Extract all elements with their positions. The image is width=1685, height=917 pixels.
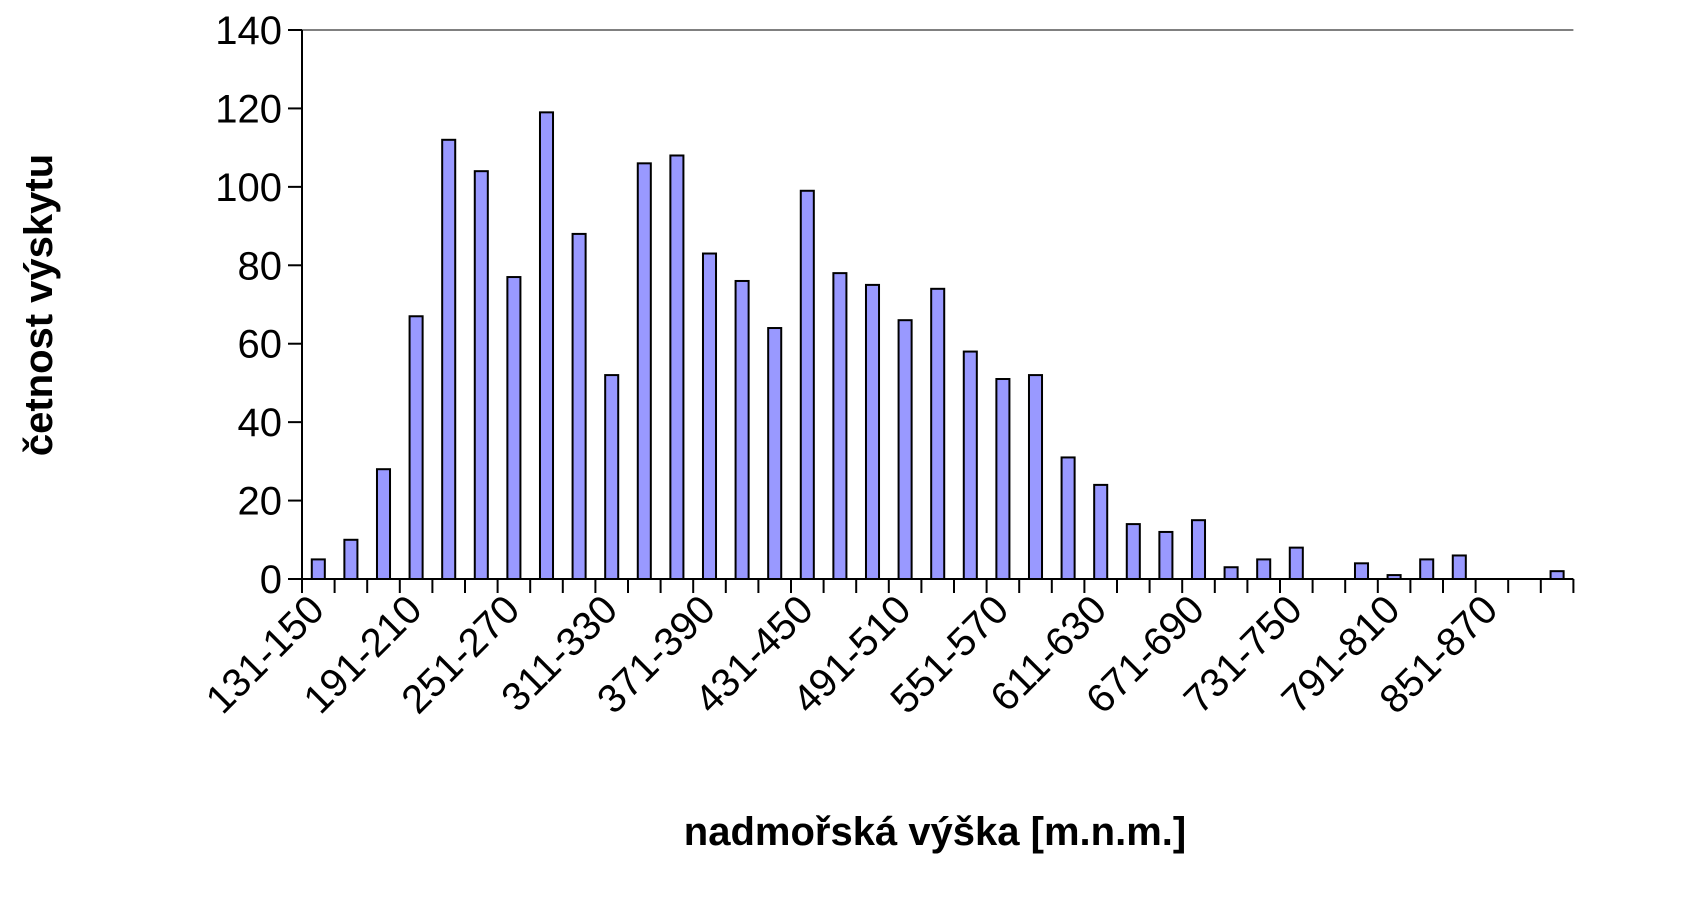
bar (669, 154, 685, 580)
bar (636, 162, 652, 580)
bar (310, 558, 326, 581)
y-tick-label: 140 (215, 9, 282, 53)
y-tick-label: 40 (238, 401, 283, 445)
bar (962, 350, 978, 580)
y-tick-label: 80 (238, 244, 283, 288)
bar (473, 170, 489, 581)
bar (930, 287, 946, 580)
bar (441, 138, 457, 581)
bar (701, 252, 718, 580)
bar (897, 319, 913, 580)
y-tick-label: 60 (238, 323, 283, 367)
bar (995, 378, 1011, 580)
bar (1190, 519, 1207, 581)
bar (506, 276, 522, 580)
bar (571, 232, 587, 581)
bar (1223, 566, 1239, 581)
bar (734, 279, 750, 580)
bar (1419, 558, 1435, 581)
y-tick-label: 120 (215, 87, 282, 131)
bar (1060, 456, 1076, 580)
y-tick-label: 0 (260, 558, 282, 602)
bar (1288, 546, 1304, 581)
bar (767, 327, 783, 580)
bar (375, 468, 392, 581)
bar (1353, 562, 1370, 580)
bar (1256, 558, 1272, 581)
bar (1125, 523, 1141, 580)
bar (1027, 374, 1044, 581)
bar (408, 315, 424, 580)
x-axis-title: nadmořská výška [m.n.m.] (684, 810, 1186, 854)
y-tick-label: 100 (215, 166, 282, 210)
bar (1158, 530, 1174, 581)
bar (799, 189, 815, 580)
y-axis-title: četnost výskytu (17, 154, 61, 456)
bar (1549, 570, 1565, 581)
y-tick-label: 20 (238, 480, 283, 524)
bar (832, 272, 848, 580)
bar (343, 538, 359, 580)
bar (604, 374, 620, 581)
bar (1093, 483, 1109, 580)
bar (864, 283, 881, 580)
bar (1451, 554, 1467, 581)
bar (538, 111, 555, 580)
